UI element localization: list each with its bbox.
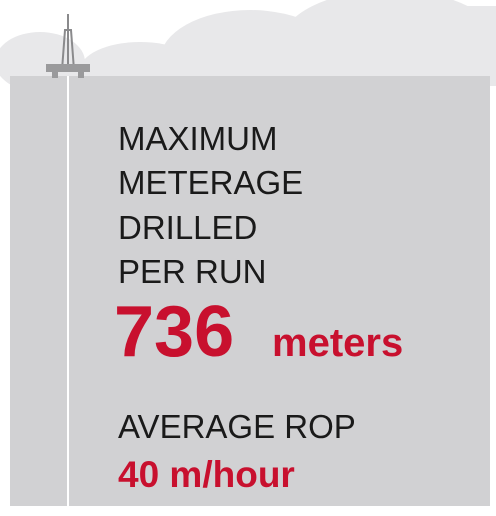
rop-value: 40 m/hour bbox=[118, 454, 295, 495]
meterage-unit: meters bbox=[272, 321, 403, 365]
headline-line: MAXIMUM bbox=[118, 120, 278, 157]
rop-label: AVERAGE ROP bbox=[118, 408, 356, 445]
headline-line: DRILLED bbox=[118, 209, 257, 246]
page: {"headline": {"lines": ["MAXIMUM", "METE… bbox=[0, 0, 496, 516]
infographic: MAXIMUM METERAGE DRILLED PER RUN 736 met… bbox=[0, 0, 496, 516]
headline-line: METERAGE bbox=[118, 164, 303, 201]
headline-line: PER RUN bbox=[118, 253, 267, 290]
meterage-value: 736 bbox=[114, 292, 234, 372]
